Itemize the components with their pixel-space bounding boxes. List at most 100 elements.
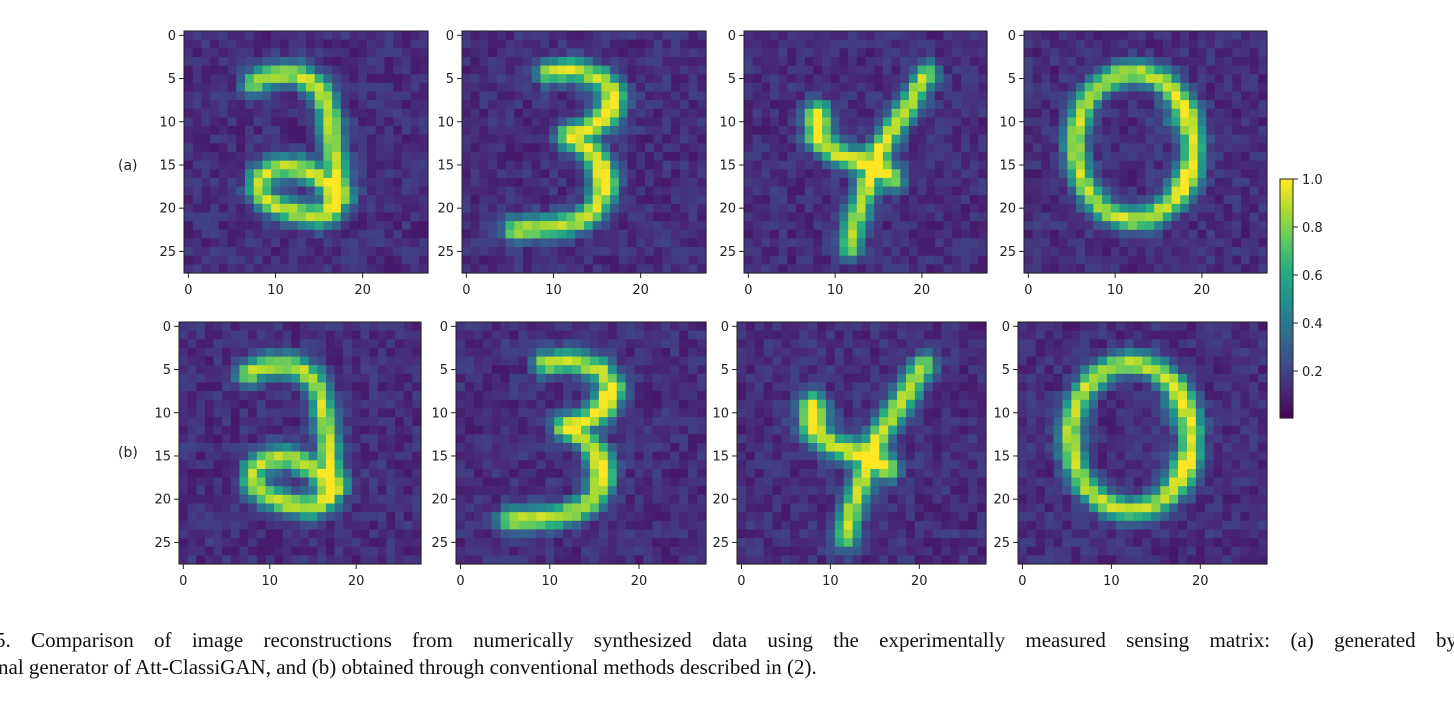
y-tick-label: 5: [163, 363, 171, 378]
y-tick-label: 15: [159, 158, 176, 173]
y-tick-label: 5: [728, 72, 736, 87]
row-label-b: (b): [118, 445, 138, 461]
panel-frame: [455, 321, 707, 565]
figure-caption: 5. Comparison of image reconstructions f…: [0, 627, 1454, 681]
y-tick-label: 25: [712, 536, 729, 551]
y-tick-label: 10: [431, 406, 448, 421]
x-tick-label: 20: [348, 574, 365, 589]
x-tick-label: 20: [354, 283, 371, 298]
caption-line-1: 5. Comparison of image reconstructions f…: [0, 628, 1454, 652]
y-tick-label: 10: [159, 115, 176, 130]
y-tick-label: 20: [159, 202, 176, 217]
panel-frame: [743, 30, 988, 274]
y-tick-label: 20: [431, 493, 448, 508]
y-tick-label: 5: [446, 72, 454, 87]
panel-frame: [1017, 321, 1268, 565]
x-tick-label: 20: [1194, 283, 1211, 298]
panel-row1-digit-3: 0 5 10 15 20 25 0 10 20: [437, 29, 707, 298]
x-tick-label: 0: [737, 574, 745, 589]
row-label-a: (a): [118, 158, 138, 174]
x-tick-label: 0: [456, 574, 464, 589]
panel-frame: [183, 30, 429, 274]
y-tick-label: 0: [728, 29, 736, 44]
panel-row1-digit-2: 0 5 10 15 20 25 0 10 20: [159, 29, 429, 298]
y-tick-label: 20: [154, 493, 171, 508]
panel-row2-digit-3: 0 5 10 15 20 25 0 10 20: [431, 320, 707, 589]
x-tick-label: 10: [822, 574, 839, 589]
y-tick-label: 20: [712, 493, 729, 508]
panel-frame: [461, 30, 707, 274]
y-tick-label: 25: [719, 245, 736, 260]
y-tick-label: 15: [437, 158, 454, 173]
x-tick-label: 0: [1018, 574, 1026, 589]
y-tick-label: 25: [154, 536, 171, 551]
y-tick-label: 20: [993, 493, 1010, 508]
y-tick-label: 15: [431, 449, 448, 464]
y-tick-label: 10: [437, 115, 454, 130]
x-tick-label: 0: [184, 283, 192, 298]
y-tick-label: 0: [168, 29, 176, 44]
panel-frame: [1023, 30, 1268, 274]
x-tick-label: 0: [179, 574, 187, 589]
x-tick-label: 20: [914, 283, 931, 298]
y-tick-label: 20: [719, 202, 736, 217]
y-tick-label: 0: [446, 29, 454, 44]
y-tick-label: 0: [440, 320, 448, 335]
y-tick-label: 20: [437, 202, 454, 217]
colorbar-tick-label: 0.8: [1302, 221, 1323, 236]
y-tick-label: 15: [993, 449, 1010, 464]
y-tick-label: 25: [431, 536, 448, 551]
y-tick-label: 5: [440, 363, 448, 378]
colorbar-tick-label: 1.0: [1302, 173, 1323, 188]
y-tick-label: 25: [437, 245, 454, 260]
panel-row2-digit-4: 0 5 10 15 20 25 0 10 20: [712, 320, 987, 589]
colorbar-tick-label: 0.6: [1302, 269, 1323, 284]
y-tick-label: 5: [1008, 72, 1016, 87]
panel-row1-digit-0: 0 5 10 15 20 25 0 10 20: [999, 29, 1268, 298]
reconstruction-figure: (a) 0 5 10 15 20 25 0 10 20 0 5 10 15 20 25 0 10 20 0 5 10 15 2…: [118, 29, 1323, 589]
x-tick-label: 10: [827, 283, 844, 298]
x-tick-label: 0: [462, 283, 470, 298]
panel-frame: [736, 321, 987, 565]
y-tick-label: 10: [999, 115, 1016, 130]
y-tick-label: 15: [719, 158, 736, 173]
caption-line-2: nal generator of Att-ClassiGAN, and (b) …: [0, 655, 817, 679]
figure: (a) 0 5 10 15 20 25 0 10 20 0 5 10 15 20 25 0 10 20 0 5 10 15 2…: [118, 29, 1323, 589]
x-tick-label: 20: [1192, 574, 1209, 589]
x-tick-label: 0: [744, 283, 752, 298]
y-tick-label: 25: [999, 245, 1016, 260]
y-tick-label: 15: [154, 449, 171, 464]
y-tick-label: 10: [993, 406, 1010, 421]
colorbar-tick-label: 0.2: [1302, 365, 1323, 380]
x-tick-label: 20: [631, 574, 648, 589]
panel-row2-digit-0: 0 5 10 15 20 25 0 10 20: [993, 320, 1268, 589]
x-tick-label: 10: [1107, 283, 1124, 298]
y-tick-label: 0: [1002, 320, 1010, 335]
x-tick-label: 10: [545, 283, 562, 298]
colorbar-tick-label: 0.4: [1302, 317, 1323, 332]
panel-row2-digit-2: 0 5 10 15 20 25 0 10 20: [154, 320, 422, 589]
y-tick-label: 5: [168, 72, 176, 87]
x-tick-label: 10: [261, 574, 278, 589]
x-tick-label: 0: [1024, 283, 1032, 298]
x-tick-label: 10: [541, 574, 558, 589]
x-tick-label: 20: [911, 574, 928, 589]
colorbar: 1.0 0.8 0.6 0.4 0.2: [1279, 173, 1323, 419]
y-tick-label: 0: [163, 320, 171, 335]
y-tick-label: 20: [999, 202, 1016, 217]
y-tick-label: 0: [1008, 29, 1016, 44]
y-tick-label: 0: [721, 320, 729, 335]
x-tick-label: 10: [1103, 574, 1120, 589]
panel-row1-digit-4: 0 5 10 15 20 25 0 10 20: [719, 29, 988, 298]
y-tick-label: 15: [999, 158, 1016, 173]
y-tick-label: 5: [721, 363, 729, 378]
y-tick-label: 25: [159, 245, 176, 260]
y-tick-label: 10: [719, 115, 736, 130]
x-tick-label: 20: [632, 283, 649, 298]
x-tick-label: 10: [267, 283, 284, 298]
y-tick-label: 10: [154, 406, 171, 421]
y-tick-label: 25: [993, 536, 1010, 551]
y-tick-label: 10: [712, 406, 729, 421]
y-tick-label: 15: [712, 449, 729, 464]
y-tick-label: 5: [1002, 363, 1010, 378]
